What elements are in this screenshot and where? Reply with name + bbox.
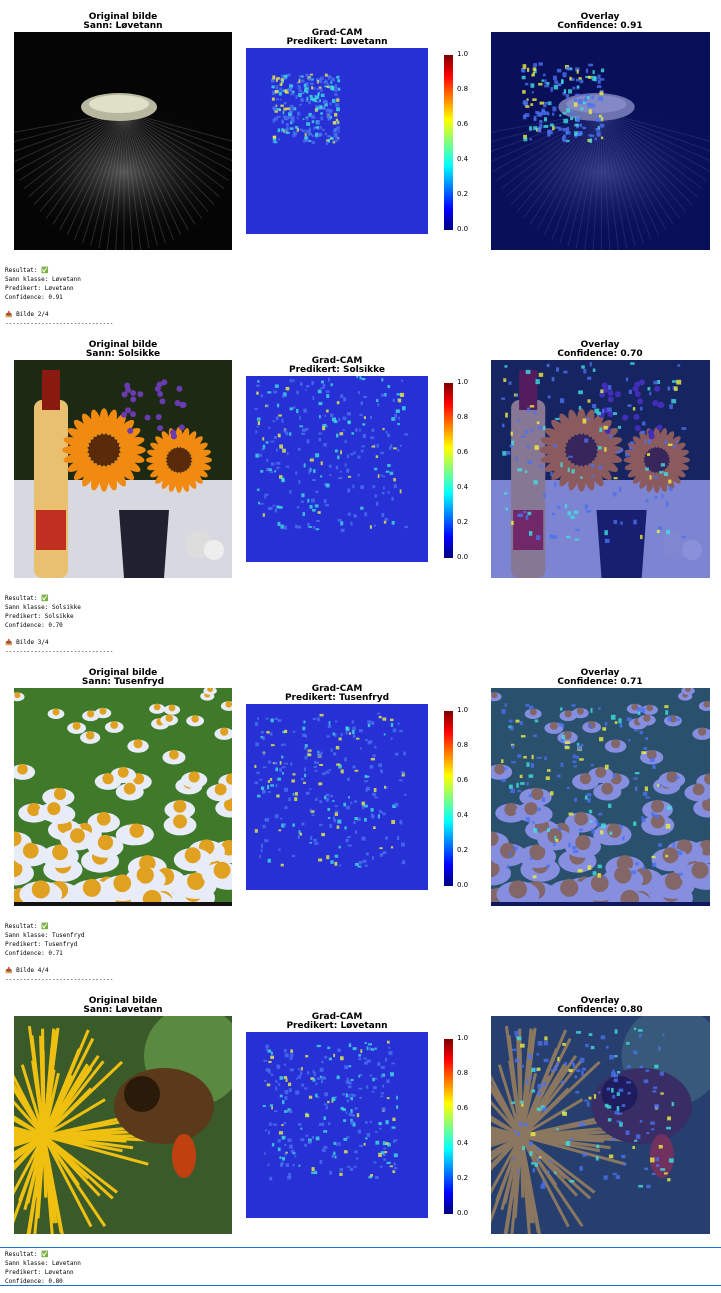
original-image: [14, 360, 232, 578]
colorbar-tick-label: 0.0: [457, 881, 469, 889]
colorbar: [444, 711, 453, 886]
output-cell-frame: [0, 1247, 721, 1286]
colorbar: [444, 1039, 453, 1214]
original-image: [14, 32, 232, 250]
colorbar-tick-label: 0.8: [457, 741, 469, 749]
confidence-label: Confidence: 0.80: [557, 1005, 643, 1015]
colorbar-tick-label: 0.8: [457, 413, 469, 421]
gradcam-heatmap: [246, 1032, 428, 1218]
colorbar-tick-label: 1.0: [457, 1034, 469, 1042]
output-line: Sann klasse: Løvetann: [5, 1260, 81, 1267]
predicted-label: Predikert: Tusenfryd: [284, 693, 390, 703]
next-image-line: 📤 Bilde 2/4: [5, 311, 49, 318]
confidence-label: Confidence: 0.71: [557, 677, 643, 687]
output-line: Sann klasse: Solsikke: [5, 604, 81, 611]
predicted-label: Predikert: Løvetann: [286, 37, 388, 47]
true-label: Sann: Tusenfryd: [81, 677, 165, 687]
true-label: Sann: Solsikke: [85, 349, 161, 359]
colorbar-tick-label: 0.8: [457, 85, 469, 93]
original-title: Original bilde: [88, 996, 158, 1006]
original-title: Original bilde: [88, 668, 158, 678]
output-line: Confidence: 0.80: [5, 1278, 63, 1285]
colorbar-tick-label: 1.0: [457, 50, 469, 58]
gradcam-heatmap: [246, 376, 428, 562]
colorbar-tick-label: 0.6: [457, 120, 469, 128]
next-image-line: 📤 Bilde 3/4: [5, 639, 49, 646]
original-image: [14, 688, 232, 906]
gradcam-heatmap: [246, 704, 428, 890]
colorbar-tick-label: 0.4: [457, 1139, 469, 1147]
separator-line: ------------------------------: [5, 320, 114, 327]
predicted-label: Predikert: Løvetann: [286, 1021, 388, 1031]
output-line: Predikert: Løvetann: [5, 1269, 74, 1276]
output-line: Confidence: 0.71: [5, 950, 63, 957]
colorbar-tick-label: 0.0: [457, 553, 469, 561]
colorbar-tick-label: 0.4: [457, 483, 469, 491]
gradcam-title: Grad-CAM: [311, 28, 363, 38]
colorbar: [444, 55, 453, 230]
confidence-label: Confidence: 0.91: [557, 21, 643, 31]
separator-line: ------------------------------: [5, 976, 114, 983]
colorbar-tick-label: 0.2: [457, 846, 469, 854]
colorbar-tick-label: 1.0: [457, 706, 469, 714]
overlay-title: Overlay: [580, 340, 620, 350]
colorbar-tick-label: 0.6: [457, 1104, 469, 1112]
colorbar-tick-label: 0.4: [457, 155, 469, 163]
output-line: Resultat: ✅: [5, 595, 49, 602]
original-title: Original bilde: [88, 12, 158, 22]
output-line: Resultat: ✅: [5, 1251, 49, 1258]
original-image: [14, 1016, 232, 1234]
overlay-title: Overlay: [580, 996, 620, 1006]
gradcam-title: Grad-CAM: [311, 684, 363, 694]
confidence-label: Confidence: 0.70: [557, 349, 643, 359]
colorbar-tick-label: 0.6: [457, 448, 469, 456]
overlay-image: [491, 688, 710, 906]
predicted-label: Predikert: Solsikke: [288, 365, 385, 375]
overlay-title: Overlay: [580, 12, 620, 22]
gradcam-title: Grad-CAM: [311, 1012, 363, 1022]
next-image-line: 📤 Bilde 4/4: [5, 967, 49, 974]
gradcam-heatmap: [246, 48, 428, 234]
true-label: Sann: Løvetann: [83, 1005, 163, 1015]
output-line: Sann klasse: Tusenfryd: [5, 932, 85, 939]
output-line: Predikert: Solsikke: [5, 613, 74, 620]
colorbar-tick-label: 0.0: [457, 225, 469, 233]
colorbar-tick-label: 1.0: [457, 378, 469, 386]
overlay-image: [491, 360, 710, 578]
colorbar: [444, 383, 453, 558]
output-line: Confidence: 0.70: [5, 622, 63, 629]
colorbar-tick-label: 0.4: [457, 811, 469, 819]
colorbar-tick-label: 0.8: [457, 1069, 469, 1077]
output-line: Confidence: 0.91: [5, 294, 63, 301]
output-line: Sann klasse: Løvetann: [5, 276, 81, 283]
output-line: Resultat: ✅: [5, 267, 49, 274]
overlay-image: [491, 32, 710, 250]
colorbar-tick-label: 0.2: [457, 190, 469, 198]
colorbar-tick-label: 0.2: [457, 518, 469, 526]
true-label: Sann: Løvetann: [83, 21, 163, 31]
overlay-image: [491, 1016, 710, 1234]
colorbar-tick-label: 0.2: [457, 1174, 469, 1182]
gradcam-title: Grad-CAM: [311, 356, 363, 366]
output-line: Predikert: Tusenfryd: [5, 941, 78, 948]
colorbar-tick-label: 0.6: [457, 776, 469, 784]
separator-line: ------------------------------: [5, 648, 114, 655]
output-line: Resultat: ✅: [5, 923, 49, 930]
original-title: Original bilde: [88, 340, 158, 350]
colorbar-tick-label: 0.0: [457, 1209, 469, 1217]
overlay-title: Overlay: [580, 668, 620, 678]
output-line: Predikert: Løvetann: [5, 285, 74, 292]
